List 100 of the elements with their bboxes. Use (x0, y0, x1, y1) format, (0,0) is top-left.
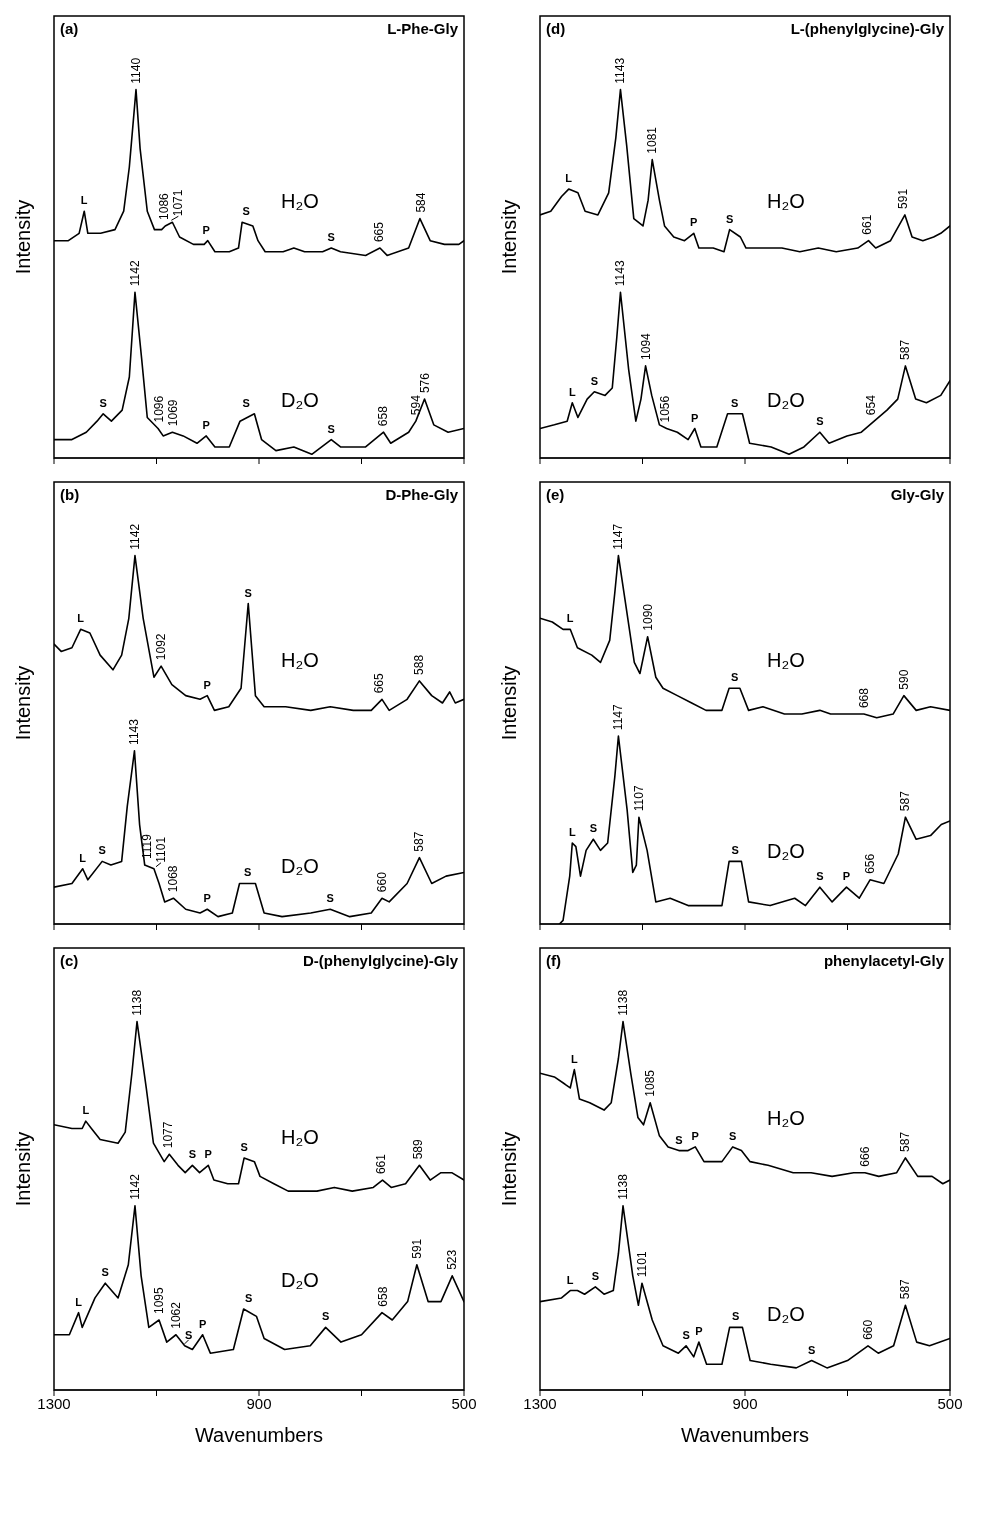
x-tick-label: 900 (246, 1394, 272, 1412)
annotation: 584 (413, 192, 428, 213)
annotation: 587 (898, 1278, 913, 1300)
chart-title: phenylacetyl-Gly (823, 952, 945, 969)
annotation: 1085 (643, 1069, 658, 1097)
annotation: P (690, 216, 698, 229)
text: (f) (546, 952, 561, 969)
annotation: S (682, 1328, 690, 1341)
annotation: S (321, 1310, 330, 1323)
annotation: S (731, 671, 739, 684)
text: (e) (546, 486, 565, 503)
series-label: D₂O (767, 840, 805, 863)
annotation: L (82, 1104, 90, 1117)
y-axis-title: Intensity (498, 1131, 520, 1207)
annotation: 576 (418, 372, 433, 394)
annotation: 587 (898, 790, 913, 812)
series-label: D₂O (767, 388, 805, 411)
x-axis-title: Wavenumbers (680, 1424, 810, 1446)
annotation: 1062 (168, 1301, 183, 1329)
annotation: 1143 (613, 57, 628, 84)
annotation: S (816, 415, 824, 428)
series-label: H₂O (767, 1107, 805, 1130)
annotation: 587 (898, 1131, 913, 1152)
annotation: L (77, 612, 85, 625)
annotation: P (203, 892, 211, 905)
text: (d) (546, 20, 566, 37)
series-label: D₂O (281, 388, 319, 411)
annotation: 587 (412, 831, 427, 852)
annotation: 1101 (634, 1251, 649, 1278)
annotation: 1071 (171, 189, 186, 217)
annotation: S (729, 1129, 737, 1142)
y-axis-title: Intensity (12, 199, 34, 275)
x-axis-title: Wavenumbers (194, 1424, 324, 1446)
x-tick-label: 500 (451, 1394, 477, 1412)
y-axis-title: Intensity (12, 665, 34, 741)
text: (c) (60, 952, 79, 969)
chart-title: D-Phe-Gly (385, 486, 459, 503)
annotation: 1147 (611, 523, 626, 550)
annotation: S (242, 205, 250, 218)
annotation: L (79, 851, 87, 864)
annotation: S (185, 1328, 193, 1341)
annotation: S (807, 1343, 816, 1356)
annotation: L (566, 1273, 574, 1286)
annotation: S (188, 1148, 197, 1161)
annotation: L (568, 825, 576, 838)
annotation: 1101 (153, 836, 168, 863)
annotation: P (198, 1317, 207, 1330)
annotation: S (326, 892, 334, 905)
annotation: S (99, 396, 107, 409)
text: (a) (60, 20, 79, 37)
annotation: 1143 (127, 718, 142, 745)
annotation: 1069 (166, 399, 181, 427)
annotation: 660 (861, 1319, 875, 1340)
annotation: 1056 (658, 395, 673, 423)
annotation: S (244, 866, 252, 879)
annotation: 1138 (616, 1173, 631, 1200)
annotation: P (691, 1129, 699, 1142)
annotation: 1142 (127, 260, 142, 287)
annotation: S (725, 212, 734, 225)
annotation: P (204, 1148, 212, 1161)
annotation: S (591, 1269, 600, 1282)
series-label: H₂O (281, 648, 319, 671)
annotation: 1094 (638, 332, 653, 360)
annotation: 658 (376, 1286, 391, 1307)
series-label: H₂O (767, 648, 805, 671)
annotation: 1068 (165, 865, 180, 893)
annotation: 1096 (151, 395, 166, 423)
x-tick-label: 1300 (523, 1394, 557, 1412)
series-label: D₂O (767, 1302, 805, 1325)
annotation: S (675, 1133, 683, 1146)
annotation: S (732, 1310, 740, 1323)
annotation: 1095 (152, 1287, 167, 1315)
series-label: H₂O (281, 190, 319, 213)
annotation: S (590, 374, 598, 387)
annotation: S (240, 1140, 248, 1153)
annotation: 1090 (640, 603, 655, 631)
x-tick-label: 500 (937, 1394, 963, 1412)
annotation: L (568, 385, 576, 398)
annotation: 654 (864, 394, 879, 416)
annotation: S (327, 231, 335, 244)
annotation: S (731, 844, 739, 857)
series-label: D₂O (281, 1269, 319, 1292)
annotation: 666 (857, 1146, 872, 1167)
annotation: 589 (411, 1138, 426, 1160)
annotation: L (75, 1295, 83, 1308)
annotation: S (98, 844, 106, 857)
annotation: 1081 (645, 126, 660, 154)
annotation: 1147 (611, 704, 626, 731)
annotation: 1140 (129, 57, 143, 84)
annotation: S (731, 396, 739, 409)
annotation: 660 (375, 871, 389, 893)
annotation: 1142 (127, 1173, 142, 1200)
annotation: P (202, 223, 210, 236)
annotation: L (80, 194, 88, 207)
chart-title: Gly-Gly (890, 486, 945, 503)
annotation: 588 (411, 654, 426, 675)
annotation: 661 (860, 214, 875, 235)
annotation: 1086 (156, 192, 171, 220)
annotation: 523 (445, 1249, 460, 1270)
annotation: 656 (863, 853, 878, 874)
